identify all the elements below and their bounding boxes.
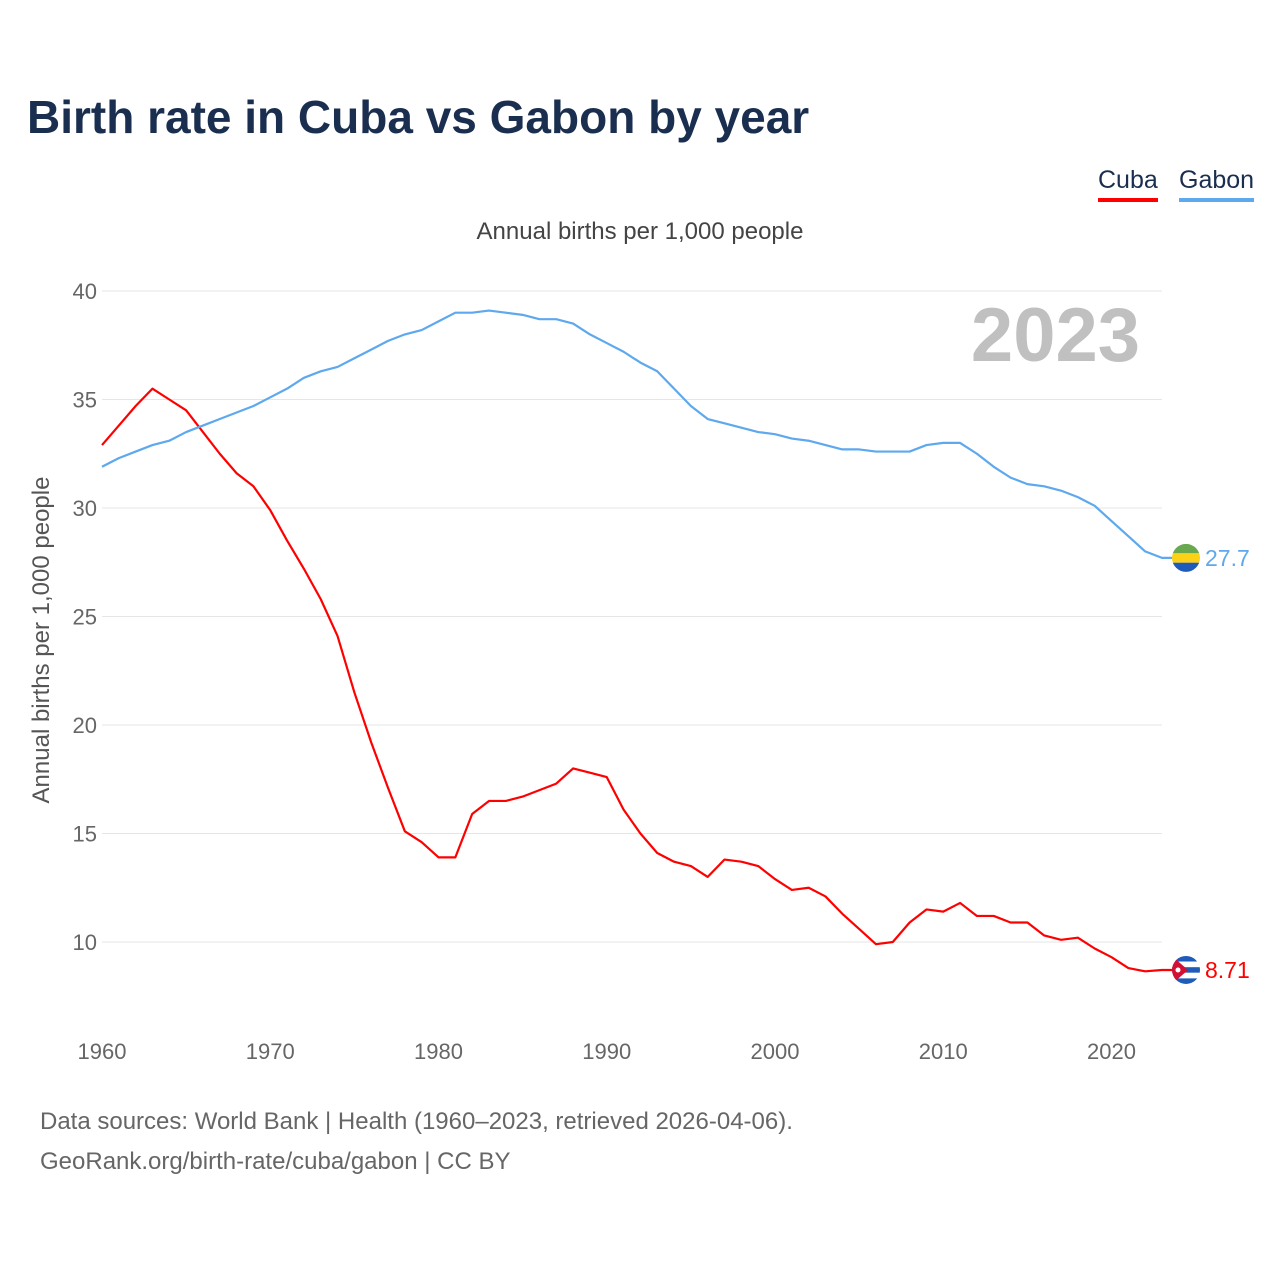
- end-value-label-gabon: 27.7: [1205, 545, 1250, 571]
- x-tick-label: 2020: [1087, 1039, 1136, 1064]
- y-tick-label: 30: [73, 496, 97, 521]
- x-tick-label: 1980: [414, 1039, 463, 1064]
- series-line-gabon: [101, 309, 1174, 560]
- y-tick-label: 20: [73, 713, 97, 738]
- end-value-label-cuba: 8.71: [1205, 957, 1250, 983]
- flag-cuba-icon: [1172, 955, 1200, 984]
- y-tick-label: 15: [73, 822, 97, 847]
- source-line: Data sources: World Bank | Health (1960–…: [40, 1108, 793, 1135]
- series-line-cuba: [101, 387, 1174, 973]
- x-tick-label: 2010: [919, 1039, 968, 1064]
- legend-cuba[interactable]: Cuba: [1098, 166, 1158, 202]
- x-tick-label: 1990: [582, 1039, 631, 1064]
- y-tick-label: 10: [73, 930, 97, 955]
- x-tick-label: 2000: [751, 1039, 800, 1064]
- flag-gabon-icon: [1172, 543, 1200, 572]
- chart-title: Birth rate in Cuba vs Gabon by year: [27, 91, 810, 143]
- attribution-line[interactable]: GeoRank.org/birth-rate/cuba/gabon | CC B…: [40, 1148, 511, 1175]
- legend-gabon[interactable]: Gabon: [1179, 166, 1255, 202]
- x-tick-label: 1960: [78, 1039, 127, 1064]
- y-tick-label: 35: [73, 388, 97, 413]
- x-tick-label: 1970: [246, 1039, 295, 1064]
- year-label: 2023: [970, 293, 1140, 378]
- y-tick-label: 25: [73, 605, 97, 630]
- y-tick-label: 40: [73, 279, 97, 304]
- chart-subtitle: Annual births per 1,000 people: [476, 218, 804, 245]
